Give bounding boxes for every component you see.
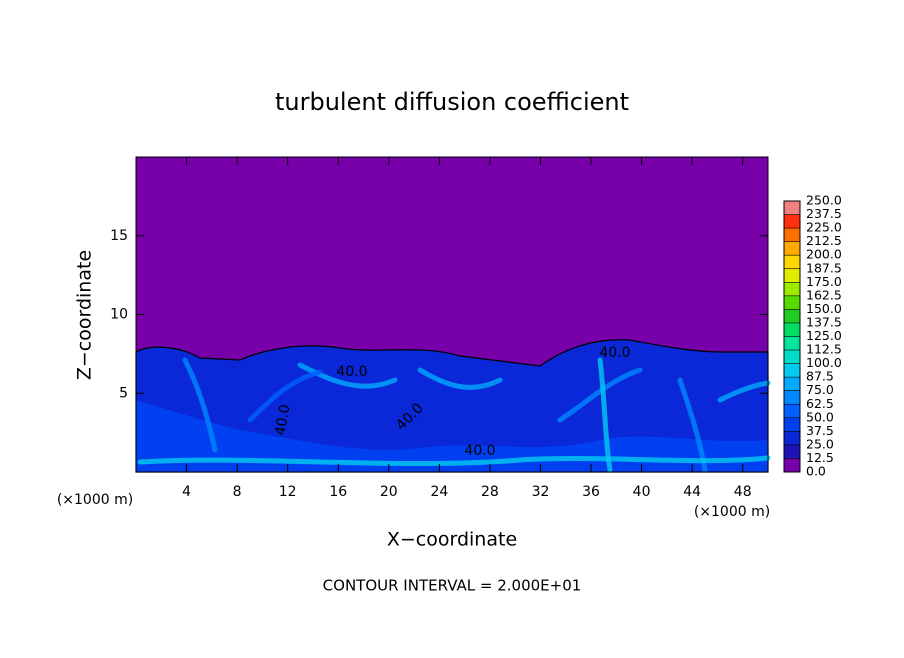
colorbar-label: 125.0 (806, 328, 842, 343)
colorbar-label: 87.5 (806, 369, 834, 384)
x-tick-label: 16 (329, 484, 347, 500)
chart-title: turbulent diffusion coefficient (275, 88, 629, 116)
colorbar-label: 12.5 (806, 450, 834, 465)
x-tick-label: 32 (532, 484, 550, 500)
colorbar-label: 237.5 (806, 206, 842, 221)
x-tick-label: 36 (582, 484, 600, 500)
x-tick-label: 44 (683, 484, 701, 500)
colorbar-label: 200.0 (806, 247, 842, 262)
colorbar-cell (784, 201, 800, 215)
contour-label: 40.0 (464, 443, 495, 459)
colorbar-label: 150.0 (806, 301, 842, 316)
y-unit: (×1000 m) (57, 492, 133, 508)
field-streak (297, 362, 398, 389)
annotation: CONTOUR INTERVAL = 2.000E+01 (323, 577, 582, 595)
y-tick-label: 15 (110, 228, 128, 244)
field-streak (557, 367, 643, 423)
colorbar-label: 212.5 (806, 233, 842, 248)
contour-label: 40.0 (599, 345, 630, 361)
x-tick-label: 24 (430, 484, 448, 500)
x-tick-label: 8 (233, 484, 242, 500)
colorbar-label: 112.5 (806, 342, 842, 357)
x-unit: (×1000 m) (694, 504, 770, 520)
colorbar-label: 225.0 (806, 220, 842, 235)
colorbar-cell (784, 404, 800, 418)
colorbar-label: 162.5 (806, 287, 842, 302)
x-tick-label: 48 (734, 484, 752, 500)
field-streak (717, 380, 771, 403)
x-tick-label: 4 (182, 484, 191, 500)
colorbar-cell (784, 350, 800, 364)
colorbar-label: 25.0 (806, 436, 834, 451)
colorbar-label: 50.0 (806, 409, 834, 424)
x-tick-label: 20 (380, 484, 398, 500)
contour-label: 40.0 (272, 403, 293, 436)
x-tick-label: 28 (481, 484, 499, 500)
colorbar-cell (784, 228, 800, 242)
colorbar-cell (784, 336, 800, 351)
colorbar-cell (784, 444, 800, 459)
colorbar-cell (784, 363, 800, 378)
colorbar-cell (784, 390, 800, 405)
colorbar-label: 100.0 (806, 355, 842, 370)
colorbar-label: 250.0 (806, 193, 842, 208)
colorbar-label: 137.5 (806, 314, 842, 329)
field-streak (182, 357, 218, 453)
colorbar-cell (784, 377, 800, 391)
field-streak (137, 455, 771, 467)
colorbar-cell (784, 268, 800, 283)
colorbar-label: 175.0 (806, 274, 842, 289)
colorbar-label: 75.0 (806, 382, 834, 397)
field-streak (247, 369, 323, 423)
colorbar-cell (784, 322, 800, 337)
x-axis-label: X−coordinate (387, 529, 517, 551)
colorbar-cell (784, 417, 800, 432)
field-streak (417, 367, 503, 390)
x-tick-label: 12 (279, 484, 297, 500)
colorbar-label: 62.5 (806, 396, 834, 411)
y-tick-label: 5 (119, 385, 128, 401)
colorbar-label: 187.5 (806, 260, 842, 275)
colorbar-cell (784, 458, 800, 472)
contour-label: 40.0 (336, 364, 367, 380)
colorbar-cell (784, 431, 800, 445)
colorbar-label: 37.5 (806, 423, 834, 438)
colorbar-cell (784, 214, 800, 229)
colorbar-cell (784, 241, 800, 256)
y-tick-label: 10 (110, 307, 128, 323)
colorbar-cell (784, 282, 800, 296)
colorbar-cell (784, 295, 800, 310)
x-tick-label: 40 (633, 484, 651, 500)
colorbar-cell (784, 255, 800, 269)
colorbar-label: 0.0 (806, 464, 826, 479)
colorbar-cell (784, 309, 800, 323)
y-axis-label: Z−coordinate (74, 250, 96, 380)
